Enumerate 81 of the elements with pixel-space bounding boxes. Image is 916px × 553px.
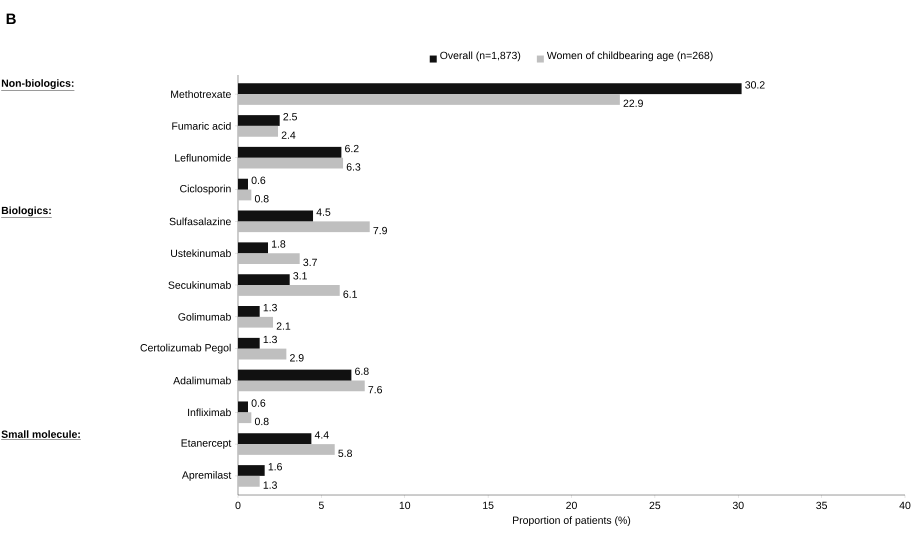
bar [238, 115, 280, 126]
bar [238, 380, 365, 392]
bar [238, 178, 248, 190]
bar [238, 94, 620, 105]
bar [238, 253, 300, 264]
data-label: 1.3 [264, 481, 277, 489]
data-label: 6.3 [346, 163, 360, 171]
bar [238, 401, 248, 412]
data-label: 5.8 [338, 450, 352, 457]
text: B [6, 14, 16, 24]
y-tick-label: Ustekinumab [171, 249, 231, 258]
x-tick-label: 35 [816, 502, 827, 510]
y-tick-label: Fumaric acid [172, 122, 231, 130]
data-label: 7.6 [368, 386, 382, 394]
x-tick-label: 5 [318, 502, 324, 509]
x-tick-label: 10 [400, 502, 410, 510]
bar [238, 158, 344, 169]
bar [238, 476, 260, 487]
data-label: 3.1 [293, 272, 307, 280]
bar [238, 83, 742, 94]
x-tick-label: 15 [483, 502, 494, 509]
data-label: 6.1 [343, 290, 357, 298]
y-tick-label: Adalimumab [173, 376, 231, 384]
legend-label: Overall (n=1,873) [440, 51, 520, 62]
y-tick-label: Sulfasalazine [170, 218, 231, 226]
data-label: 0.6 [252, 399, 266, 407]
data-label: 0.8 [254, 195, 269, 202]
text: Non-biologics: [2, 79, 74, 89]
bar [238, 126, 278, 137]
y-tick-label: Ciclosporin [180, 184, 231, 194]
text: Small molecule: [1, 430, 80, 438]
y-tick-label: Apremilast [182, 471, 232, 481]
x-tick-label: 30 [732, 502, 744, 510]
bar [238, 210, 314, 222]
data-label: 1.3 [264, 304, 277, 312]
bar [238, 242, 268, 254]
x-tick-label: 20 [566, 502, 577, 510]
bar [238, 285, 340, 296]
y-tick-label: Leflunomide [175, 154, 231, 162]
data-label: 7.9 [373, 226, 387, 234]
bar [238, 316, 274, 328]
data-label: 30.2 [745, 81, 765, 89]
data-label: 0.8 [254, 418, 269, 426]
data-label: 1.8 [272, 240, 286, 248]
y-tick-label: Methotrexate [171, 90, 231, 98]
x-tick-label: 0 [235, 502, 240, 510]
data-label: 6.2 [345, 144, 359, 152]
data-label: 2.1 [276, 322, 290, 330]
text: Biologics: [2, 206, 51, 216]
data-label: 2.5 [283, 113, 297, 120]
bar [238, 338, 260, 349]
bar [238, 444, 335, 455]
bar [238, 146, 342, 158]
x-tick-label: 25 [650, 502, 660, 510]
y-tick-label: Secukinumab [168, 281, 231, 289]
y-tick-label: Etanercept [182, 439, 232, 449]
bar [238, 190, 252, 200]
data-label: 3.7 [303, 258, 317, 266]
data-label: 0.6 [252, 176, 266, 184]
data-label: 2.9 [290, 354, 304, 362]
bar [238, 306, 260, 317]
data-label: 22.9 [624, 100, 643, 107]
bar [238, 433, 312, 444]
y-tick-label: Golimumab [178, 312, 231, 321]
data-label: 4.4 [314, 431, 329, 438]
data-label: 1.3 [264, 336, 277, 344]
bar [238, 221, 370, 232]
legend-label: Women of childbearing age (n=268) [546, 51, 713, 62]
y-tick-label: Certolizumab Pegol [140, 344, 231, 354]
bar [238, 348, 286, 360]
bar [238, 274, 290, 286]
y-tick-label: Infliximab [188, 408, 231, 416]
data-label: 6.8 [355, 368, 369, 375]
data-label: 4.5 [316, 208, 330, 216]
x-tick-label: 40 [899, 502, 910, 510]
bar [238, 465, 265, 476]
bar [238, 370, 352, 380]
x-axis-title: Proportion of patients (%) [513, 516, 630, 526]
data-label: 1.6 [268, 463, 282, 470]
data-label: 2.4 [282, 131, 296, 139]
bar [238, 412, 252, 424]
